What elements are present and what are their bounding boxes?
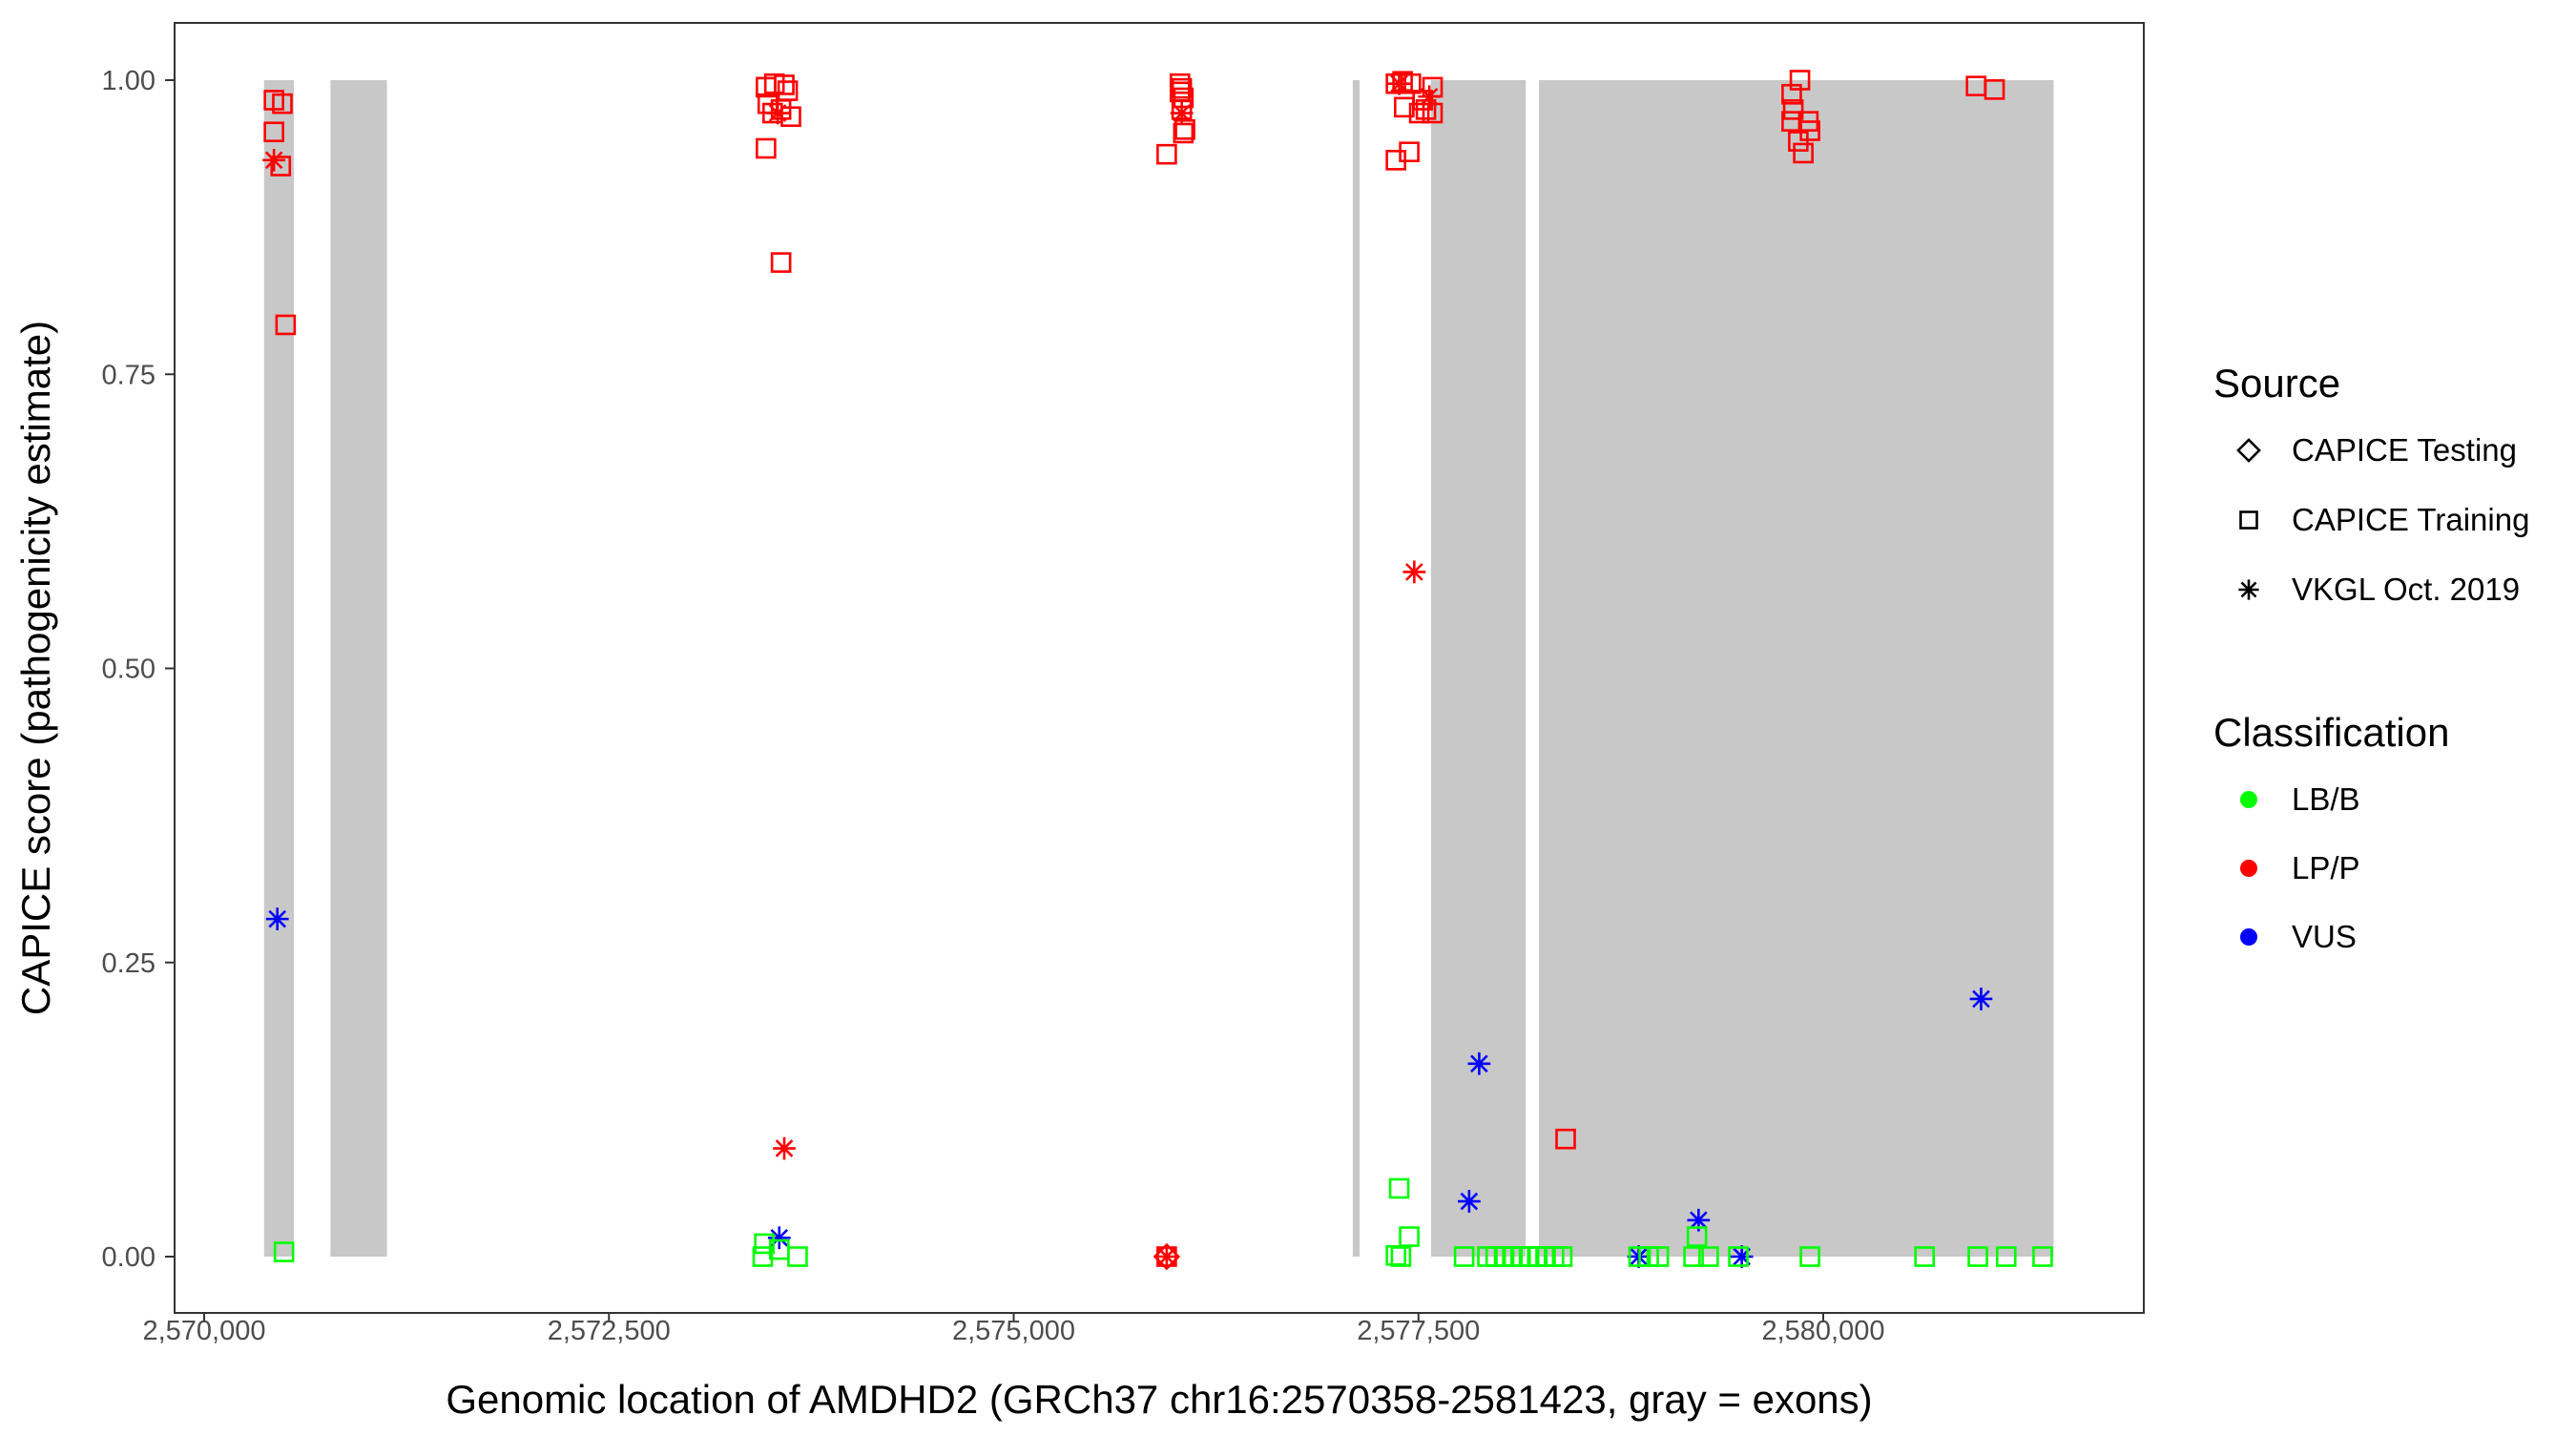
data-point-square	[270, 156, 292, 177]
data-point-asterisk	[766, 101, 789, 125]
data-point-asterisk	[1687, 1208, 1711, 1232]
data-point-square	[1174, 118, 1195, 140]
data-point-square	[1781, 83, 1802, 105]
data-point-asterisk	[1387, 72, 1411, 95]
exon-band	[330, 80, 387, 1257]
data-point-square	[1390, 1246, 1412, 1267]
x-tick-label: 2,580,000	[1761, 1316, 1884, 1346]
data-point-asterisk	[1170, 101, 1194, 125]
data-point-square	[1156, 143, 1177, 165]
x-tick-label: 2,577,500	[1357, 1316, 1480, 1346]
exon-band	[1539, 80, 2054, 1257]
data-point-square	[1799, 120, 1820, 141]
data-point-square	[1984, 79, 2005, 100]
data-point-asterisk	[1969, 988, 1993, 1010]
data-point-asterisk	[262, 148, 286, 172]
data-point-square	[1399, 1226, 1420, 1247]
data-point-asterisk	[1418, 85, 1441, 109]
data-point-square	[1967, 1246, 1988, 1267]
legend-diamond-icon	[2236, 438, 2261, 463]
data-point-square	[1408, 102, 1430, 124]
data-point-square	[1788, 131, 1809, 152]
legend-asterisk-icon	[2238, 579, 2259, 600]
data-point-square	[1782, 99, 1804, 120]
legend-source-title: Source	[2213, 361, 2340, 406]
data-point-square	[1173, 87, 1195, 109]
data-point-square	[1648, 1246, 1670, 1267]
legend-source-label: VKGL Oct. 2019	[2292, 572, 2520, 607]
legend-square-icon	[2239, 510, 2258, 530]
exon-bands	[263, 80, 2054, 1257]
data-point-asterisk	[1730, 1245, 1754, 1268]
data-point-square	[774, 74, 795, 95]
data-point-square	[787, 1246, 808, 1267]
data-point-square	[1793, 142, 1814, 164]
data-point-square	[1686, 1226, 1708, 1247]
legend-dot-icon	[2240, 860, 2257, 877]
legend-dot-icon	[2240, 791, 2257, 808]
legend-dot-icon	[2240, 928, 2257, 946]
legend: Source CAPICE Testing CAPICE Training VKGL…	[2213, 361, 2529, 954]
data-point-square	[1995, 1246, 2017, 1267]
data-point-square	[1914, 1246, 1936, 1267]
y-tick-label: 0.25	[102, 948, 156, 979]
y-tick-label: 0.75	[102, 360, 156, 390]
data-point-square	[1156, 1246, 1177, 1267]
data-point-square	[1385, 1244, 1406, 1266]
data-point-square	[275, 314, 297, 336]
y-axis: 0.00 0.25 0.50 0.75 1.00	[102, 66, 175, 1273]
y-tick-label: 1.00	[102, 66, 156, 96]
exon-band	[1352, 80, 1360, 1257]
data-point-asterisk	[767, 1226, 791, 1250]
data-point-square	[754, 1233, 775, 1255]
data-point-asterisk	[1457, 1190, 1481, 1213]
x-axis-title: Genomic location of AMDHD2 (GRCh37 chr16…	[446, 1377, 1872, 1422]
data-point-square	[756, 137, 777, 159]
data-point-square	[2032, 1246, 2053, 1267]
data-point-asterisk	[1154, 1245, 1178, 1268]
data-point-square	[272, 93, 293, 114]
legend-class-label: LP/P	[2292, 850, 2360, 885]
data-point-square	[1799, 1246, 1820, 1267]
legend-class-label: VUS	[2292, 919, 2357, 954]
x-tick-label: 2,572,500	[548, 1316, 671, 1346]
x-tick-label: 2,575,000	[952, 1316, 1075, 1346]
y-tick-label: 0.50	[102, 655, 156, 685]
data-point-square	[1728, 1246, 1749, 1267]
data-point-square	[1422, 102, 1444, 124]
exon-band	[263, 80, 295, 1257]
exon-band	[1430, 80, 1527, 1257]
legend-class-label: LB/B	[2292, 781, 2360, 817]
data-point-square	[1394, 96, 1415, 118]
data-point-asterisk	[1402, 560, 1426, 584]
data-point-square	[1551, 1246, 1573, 1267]
data-point-square	[770, 252, 792, 273]
data-point-square	[273, 1241, 295, 1262]
legend-source-label: CAPICE Training	[2292, 502, 2529, 537]
y-axis-title: CAPICE score (pathogenicity estimate)	[13, 321, 58, 1015]
data-point-square	[263, 121, 284, 143]
data-point-square	[1698, 1246, 1719, 1267]
data-point-square	[1453, 1246, 1475, 1267]
data-point-square	[1683, 1246, 1704, 1267]
data-point-asterisk	[265, 907, 289, 931]
data-point-square	[1399, 141, 1420, 163]
data-point-asterisk	[773, 1136, 796, 1160]
x-tick-label: 2,570,000	[142, 1316, 265, 1346]
data-point-square	[1388, 1177, 1410, 1199]
x-axis: 2,570,000 2,572,500 2,575,000 2,577,500 2,58…	[142, 1313, 1885, 1346]
legend-classification-title: Classification	[2213, 710, 2449, 755]
data-point-square	[1555, 1128, 1576, 1150]
data-point-square	[1173, 122, 1195, 144]
legend-source-label: CAPICE Testing	[2292, 432, 2517, 468]
data-point-square	[752, 1246, 774, 1267]
data-points	[262, 70, 2053, 1271]
y-tick-label: 0.00	[102, 1242, 156, 1273]
data-point-asterisk	[1467, 1051, 1491, 1075]
